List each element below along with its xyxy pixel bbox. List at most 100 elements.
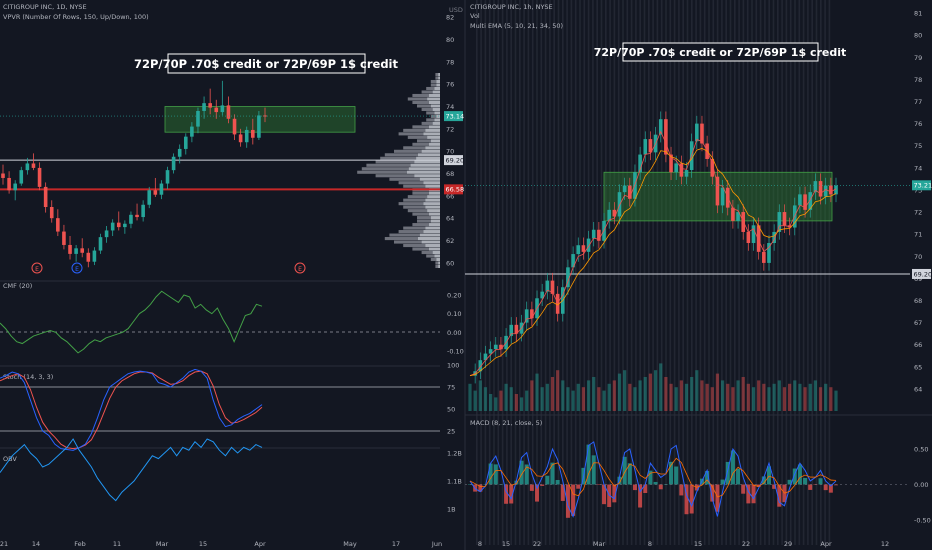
profile-row-up: [403, 198, 426, 202]
macd-hist-bar: [535, 484, 540, 502]
price-tick: 67: [914, 319, 922, 327]
time-tick: 8: [648, 540, 652, 548]
macd-hist-bar: [653, 481, 658, 485]
left-chart-panel[interactable]: 72P/70P .70$ credit or 72P/69P 1$ credit…: [0, 3, 464, 548]
candle-body: [648, 139, 653, 153]
volume-bar: [623, 370, 627, 411]
profile-row-up: [421, 90, 433, 94]
line-badge-text: 69.20: [446, 156, 465, 164]
profile-row-down: [425, 205, 440, 209]
session-stripe: [716, 0, 719, 545]
price-axis[interactable]: 82 80 78 76 74 72 70 68 66 64 62 60: [446, 14, 454, 268]
candle-body: [643, 139, 648, 155]
annotation-box[interactable]: 72P/70P .70$ credit or 72P/69P 1$ credit: [134, 53, 399, 74]
candle-body: [695, 123, 699, 142]
macd-hist-bar: [777, 484, 782, 507]
earnings-icon[interactable]: [31, 262, 43, 274]
candle-body: [669, 154, 673, 173]
macd-tick: -0.50: [914, 517, 931, 525]
session-stripe: [574, 0, 577, 545]
volume-bar: [653, 370, 658, 411]
profile-row-down: [430, 104, 440, 108]
annotation-box[interactable]: 72P/70P .70$ credit or 72P/69P 1$ credit: [594, 42, 847, 62]
time-axis[interactable]: 8 15 22 Mar 8 15 22 29 Apr 12: [478, 540, 889, 548]
candle-body: [80, 248, 85, 253]
macd-hist-bar: [643, 484, 648, 493]
macd-hist-bar: [766, 466, 771, 485]
volume-bar: [700, 380, 704, 411]
session-stripe: [549, 0, 551, 545]
profile-row-down: [408, 167, 440, 171]
candle-body: [7, 177, 11, 191]
candle-body: [153, 190, 158, 195]
session-stripe: [493, 0, 495, 545]
profile-row-down: [419, 177, 440, 181]
volume-bar: [793, 380, 797, 411]
profile-row-up: [361, 167, 409, 171]
session-stripe: [828, 0, 831, 545]
volume-bar: [519, 397, 524, 411]
session-stripe: [484, 0, 487, 545]
price-tick: 72: [446, 125, 454, 133]
volume-bar: [581, 387, 586, 411]
macd-hist-bar: [540, 484, 545, 486]
price-tick: 78: [914, 76, 922, 84]
profile-row-down: [438, 264, 440, 269]
profile-row-up: [407, 195, 428, 199]
obv-axis: 1.2B 1.1B 1B: [447, 450, 462, 514]
profile-row-up: [403, 243, 426, 248]
profile-row-up: [412, 142, 429, 146]
volume-bar: [798, 383, 802, 411]
earnings-markers[interactable]: E E E: [31, 262, 306, 274]
session-stripe: [824, 0, 826, 545]
candle-body: [116, 222, 121, 228]
time-tick: 22: [742, 540, 750, 548]
volume-bar: [834, 390, 838, 411]
session-stripe: [755, 0, 758, 545]
right-chart-panel[interactable]: 72P/70P .70$ credit or 72P/69P 1$ credit…: [465, 0, 932, 548]
candle-body: [214, 107, 219, 113]
candle-body: [524, 309, 529, 323]
session-stripe: [785, 0, 788, 545]
profile-row-down: [421, 240, 440, 244]
macd-hist-bar: [787, 479, 792, 485]
macd-label: MACD (8, 21, close, 5): [470, 419, 542, 427]
price-tick: 81: [914, 10, 922, 18]
volume-bar: [478, 380, 482, 411]
candle-body: [586, 238, 591, 252]
session-stripe: [587, 0, 590, 545]
volume-bar: [659, 363, 663, 411]
macd-hist-bar: [736, 468, 741, 485]
candle-body: [808, 192, 813, 210]
candle-body: [263, 115, 267, 117]
price-tick: 78: [446, 58, 454, 66]
volume-bar: [669, 383, 673, 411]
time-axis[interactable]: 21 14 Feb 11 Mar 15 Apr May 17 Jun: [0, 540, 442, 548]
session-stripe: [506, 0, 508, 545]
candle-body: [545, 280, 550, 292]
price-tick: 80: [914, 32, 922, 40]
session-stripe: [527, 0, 530, 545]
macd-hist-bar: [674, 466, 679, 485]
currency-label: USD: [449, 6, 463, 14]
session-stripe: [605, 0, 607, 545]
session-stripe: [562, 0, 564, 545]
session-stripe: [815, 0, 818, 545]
candle-body: [664, 119, 668, 155]
profile-row-up: [435, 73, 439, 77]
candle-body: [684, 170, 689, 177]
profile-row-up: [375, 174, 415, 178]
profile-row-down: [432, 90, 440, 94]
session-stripe: [673, 0, 676, 545]
session-stripe: [497, 0, 500, 545]
volume-bar: [788, 383, 792, 411]
earnings-icon[interactable]: [71, 262, 83, 274]
line-badge-red-text: 66.58: [446, 186, 465, 194]
session-stripe: [557, 0, 560, 545]
profile-row-down: [430, 216, 440, 220]
profile-row-up: [430, 114, 437, 118]
macd-hist-bar: [565, 484, 570, 518]
earnings-icon[interactable]: [294, 262, 306, 274]
macd-hist-bar: [746, 484, 751, 504]
profile-row-up: [403, 184, 426, 188]
